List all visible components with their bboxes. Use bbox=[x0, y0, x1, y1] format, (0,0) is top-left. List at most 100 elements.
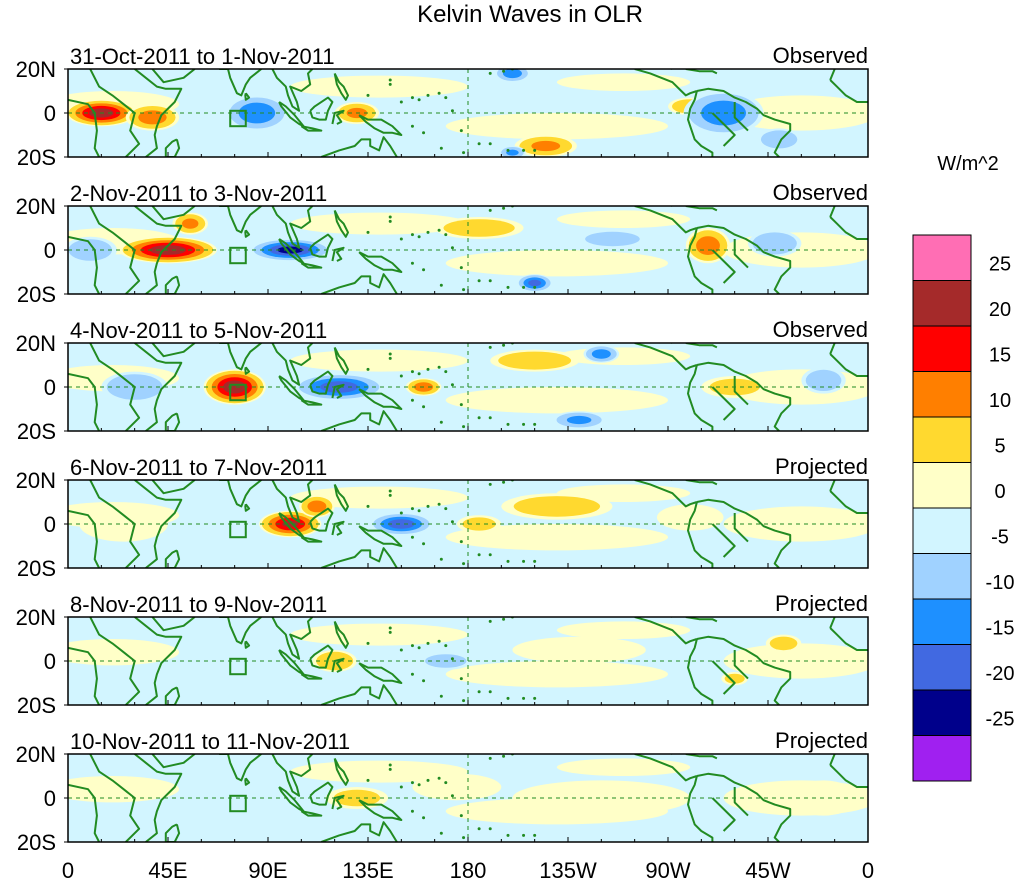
olr-anomaly-contour bbox=[531, 140, 561, 152]
reference-box bbox=[229, 246, 247, 265]
colorbar-swatch bbox=[912, 280, 972, 327]
island bbox=[399, 100, 403, 104]
coastline bbox=[685, 617, 718, 623]
y-tick-label: 20N bbox=[16, 57, 56, 82]
plot-area: 20N 0 20S bbox=[16, 742, 869, 855]
olr-anomaly-contour bbox=[182, 218, 199, 229]
island bbox=[410, 398, 414, 402]
olr-anomaly-contour bbox=[498, 351, 572, 370]
coastline bbox=[278, 512, 305, 539]
island bbox=[488, 827, 492, 831]
panel: 31-Oct-2011 to 1-Nov-2011 Observed 20N 0 20S bbox=[16, 43, 869, 170]
island bbox=[439, 557, 443, 561]
island bbox=[506, 833, 510, 837]
coastline bbox=[134, 206, 183, 294]
colorbar-swatch bbox=[912, 644, 972, 691]
olr-anomaly-contour bbox=[277, 246, 304, 254]
olr-anomaly-contour bbox=[506, 149, 519, 156]
coastline bbox=[68, 235, 100, 294]
coastline bbox=[711, 386, 736, 421]
island bbox=[502, 206, 506, 210]
coastline bbox=[309, 233, 334, 258]
coastline bbox=[829, 206, 836, 218]
panel-status-label: Projected bbox=[775, 454, 868, 479]
coastline bbox=[89, 343, 141, 431]
coastline bbox=[134, 617, 183, 705]
island bbox=[388, 215, 392, 219]
island bbox=[410, 535, 414, 539]
y-tick-label: 0 bbox=[44, 649, 56, 674]
colorbar-level-label: -10 bbox=[986, 572, 1015, 594]
x-tick-label: 135W bbox=[539, 858, 597, 883]
island bbox=[502, 343, 506, 347]
panel-status-label: Observed bbox=[773, 43, 868, 68]
olr-anomaly-contour bbox=[696, 236, 720, 255]
olr-anomaly-contour bbox=[566, 415, 592, 425]
island bbox=[426, 230, 430, 234]
coastline bbox=[164, 412, 181, 431]
coastline bbox=[278, 649, 305, 676]
island bbox=[426, 93, 430, 97]
coastline bbox=[829, 343, 836, 355]
olr-anomaly-contour bbox=[238, 102, 276, 124]
coastline bbox=[164, 138, 181, 157]
island bbox=[388, 767, 392, 771]
coastline bbox=[358, 388, 403, 410]
plot-area: 20N 0 20S bbox=[16, 331, 869, 444]
island bbox=[506, 285, 510, 289]
near-zero-region bbox=[556, 210, 691, 228]
island bbox=[488, 208, 492, 212]
chart-title: Kelvin Waves in OLR bbox=[417, 1, 643, 28]
colorbar-swatch bbox=[912, 371, 972, 418]
island bbox=[422, 268, 426, 272]
y-tick-label: 20N bbox=[16, 331, 56, 356]
coastline bbox=[333, 620, 349, 649]
colorbar-swatch bbox=[912, 598, 972, 645]
coastline bbox=[244, 366, 251, 375]
near-zero-region bbox=[290, 486, 468, 509]
island bbox=[450, 109, 454, 113]
island bbox=[444, 233, 448, 237]
olr-anomaly-contour bbox=[528, 279, 542, 287]
y-tick-label: 20N bbox=[16, 605, 56, 630]
coastline bbox=[829, 480, 836, 492]
island bbox=[533, 833, 537, 837]
y-tick-label: 20N bbox=[16, 468, 56, 493]
coastline bbox=[733, 239, 749, 269]
island bbox=[502, 480, 506, 484]
coastline bbox=[68, 372, 100, 431]
island bbox=[410, 781, 414, 785]
island bbox=[477, 416, 481, 420]
island bbox=[388, 352, 392, 356]
island bbox=[533, 559, 537, 563]
panel-period-label: 10-Nov-2011 to 11-Nov-2011 bbox=[70, 729, 350, 754]
coastline bbox=[134, 343, 183, 431]
island bbox=[488, 142, 492, 146]
x-tick-label: 45W bbox=[745, 858, 790, 883]
island bbox=[388, 493, 392, 497]
island bbox=[506, 696, 510, 700]
island bbox=[422, 542, 426, 546]
coastline bbox=[634, 69, 698, 97]
island bbox=[533, 422, 537, 426]
plot-area: 20N 0 20S bbox=[16, 468, 869, 581]
coastline bbox=[696, 635, 792, 705]
coastline bbox=[278, 786, 305, 813]
colorbar-level-label: -5 bbox=[991, 527, 1009, 549]
colorbar-swatch bbox=[912, 553, 972, 600]
coastline bbox=[244, 777, 251, 786]
coastline bbox=[271, 206, 314, 249]
coastline bbox=[219, 69, 262, 97]
olr-anomaly-contour bbox=[79, 506, 168, 542]
coastline bbox=[89, 754, 141, 842]
coastline bbox=[271, 480, 314, 523]
coastline bbox=[685, 69, 718, 75]
island bbox=[502, 69, 506, 73]
island bbox=[399, 785, 403, 789]
island bbox=[388, 82, 392, 86]
island bbox=[459, 266, 463, 270]
island bbox=[388, 630, 392, 634]
island bbox=[388, 626, 392, 630]
panel-status-label: Projected bbox=[775, 728, 868, 753]
island bbox=[399, 374, 403, 378]
